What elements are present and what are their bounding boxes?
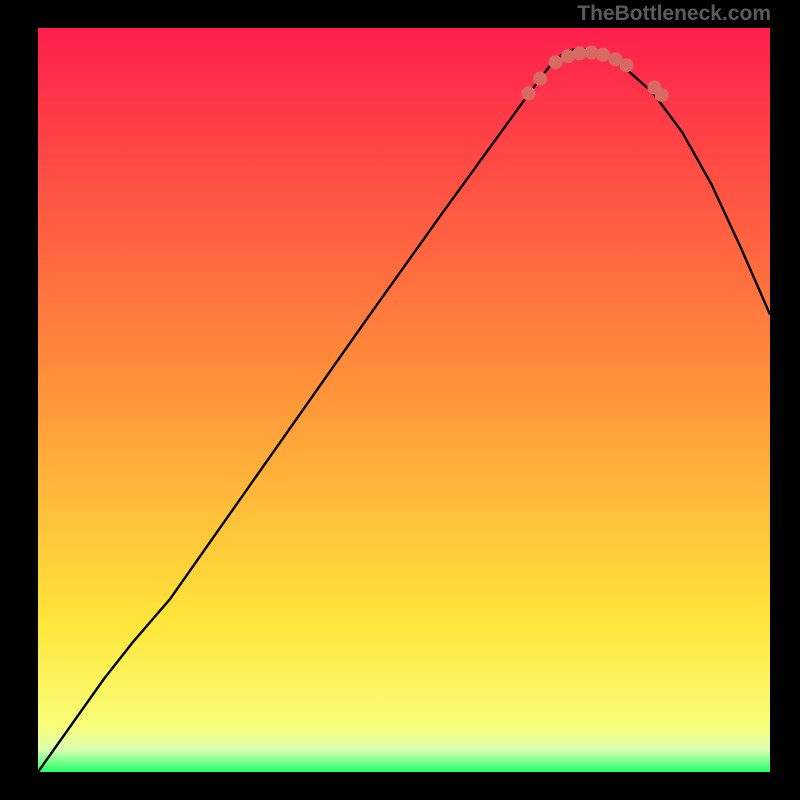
- highlight-marker: [549, 56, 562, 69]
- highlight-marker: [573, 47, 586, 60]
- highlight-marker: [597, 48, 610, 61]
- highlight-marker: [522, 87, 535, 100]
- bottleneck-curve: [38, 48, 770, 772]
- chart-overlay: [0, 0, 800, 800]
- highlight-marker: [534, 72, 547, 85]
- highlight-marker: [561, 50, 574, 63]
- highlight-marker: [585, 46, 598, 59]
- highlight-marker: [620, 59, 633, 72]
- highlight-marker: [655, 88, 668, 101]
